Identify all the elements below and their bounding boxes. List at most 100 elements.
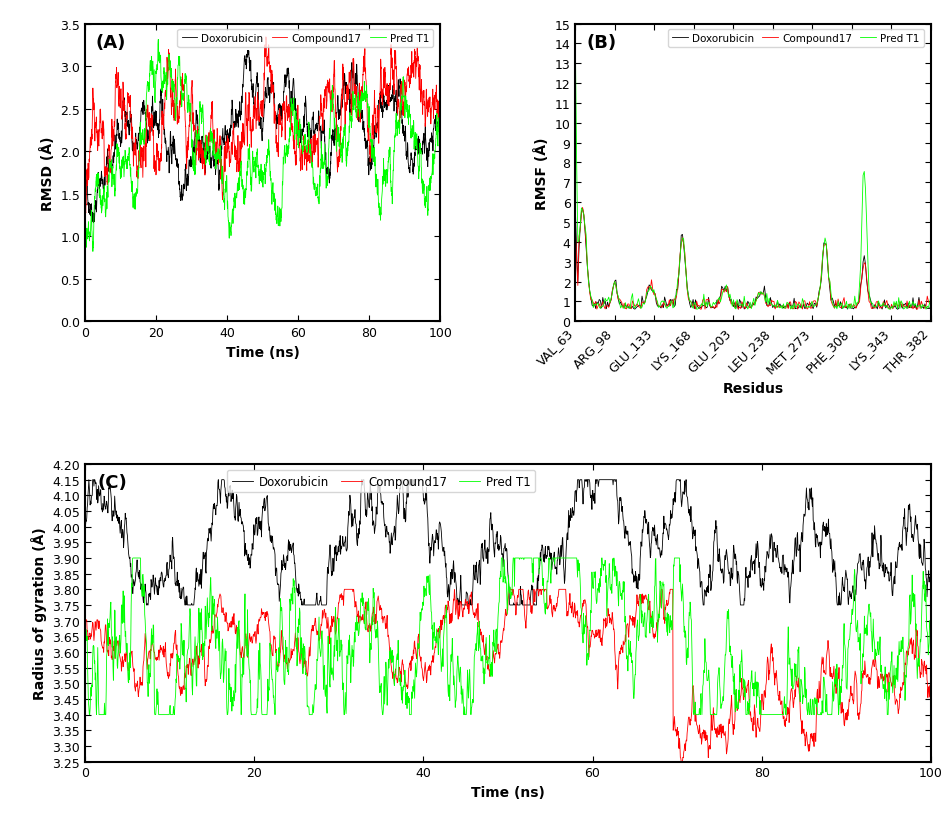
Pred T1 <box>787 299 799 309</box>
Pred T1 <box>84 710 95 720</box>
Compound17 <box>260 33 271 43</box>
Doxorubicin <box>891 305 902 314</box>
Doxorubicin <box>425 135 436 145</box>
Pred T1 <box>97 189 109 199</box>
Compound17 <box>491 645 502 654</box>
Pred T1 <box>123 678 134 688</box>
Pred T1 <box>781 298 792 308</box>
Text: (B): (B) <box>585 34 615 52</box>
Line: Compound17: Compound17 <box>85 590 930 762</box>
Pred T1 <box>434 113 446 123</box>
Doxorubicin <box>900 532 911 541</box>
Doxorubicin <box>79 206 91 216</box>
X-axis label: Time (ns): Time (ns) <box>226 345 299 360</box>
Doxorubicin <box>468 575 480 585</box>
Pred T1 <box>127 554 139 563</box>
Compound17 <box>359 66 370 76</box>
Compound17 <box>746 713 757 723</box>
Compound17 <box>787 305 799 314</box>
Y-axis label: Radius of gyration (Å): Radius of gyration (Å) <box>31 527 46 699</box>
Doxorubicin <box>869 302 881 312</box>
Line: Compound17: Compound17 <box>575 208 930 310</box>
Compound17 <box>675 757 686 767</box>
Doxorubicin <box>83 475 94 485</box>
Doxorubicin <box>123 550 134 559</box>
Pred T1 <box>424 178 435 188</box>
Doxorubicin <box>434 103 446 113</box>
Doxorubicin <box>79 516 91 526</box>
Line: Doxorubicin: Doxorubicin <box>85 52 440 224</box>
X-axis label: Residus: Residus <box>722 381 783 396</box>
Doxorubicin <box>141 600 152 610</box>
Doxorubicin <box>924 569 936 579</box>
Compound17 <box>338 585 349 595</box>
Compound17 <box>123 666 134 676</box>
Compound17 <box>252 96 263 106</box>
Compound17 <box>781 299 792 309</box>
Compound17 <box>924 301 936 310</box>
Doxorubicin <box>893 299 904 309</box>
Line: Pred T1: Pred T1 <box>575 54 930 310</box>
Pred T1 <box>892 293 903 303</box>
Compound17 <box>570 257 582 267</box>
Doxorubicin <box>252 84 263 93</box>
Doxorubicin <box>243 47 254 57</box>
Compound17 <box>782 305 793 314</box>
Compound17 <box>79 626 91 636</box>
Doxorubicin <box>782 304 793 314</box>
Doxorubicin <box>570 247 582 257</box>
Compound17 <box>434 112 446 122</box>
Line: Compound17: Compound17 <box>85 38 440 214</box>
Y-axis label: RMSF (Å): RMSF (Å) <box>533 137 548 210</box>
Pred T1 <box>690 305 701 314</box>
Compound17 <box>576 203 587 213</box>
Doxorubicin <box>901 523 912 533</box>
Pred T1 <box>87 247 98 257</box>
Compound17 <box>569 228 581 238</box>
Compound17 <box>900 646 911 656</box>
Text: (C): (C) <box>97 473 127 491</box>
Y-axis label: RMSD (Å): RMSD (Å) <box>40 136 55 210</box>
Compound17 <box>425 105 436 115</box>
Doxorubicin <box>424 137 435 147</box>
Legend: Doxorubicin, Compound17, Pred T1: Doxorubicin, Compound17, Pred T1 <box>177 29 433 48</box>
Compound17 <box>791 305 802 314</box>
Compound17 <box>80 209 92 219</box>
Pred T1 <box>243 150 254 160</box>
Pred T1 <box>746 666 757 676</box>
Pred T1 <box>924 624 936 634</box>
Pred T1 <box>924 292 936 302</box>
Compound17 <box>424 109 435 119</box>
Doxorubicin <box>924 301 936 310</box>
Pred T1 <box>491 639 502 649</box>
Pred T1 <box>570 158 582 168</box>
Pred T1 <box>359 93 370 102</box>
Text: (A): (A) <box>95 34 126 52</box>
Doxorubicin <box>746 562 757 572</box>
Doxorubicin <box>781 300 792 310</box>
X-axis label: Time (ns): Time (ns) <box>470 785 545 799</box>
Line: Doxorubicin: Doxorubicin <box>575 210 930 310</box>
Pred T1 <box>252 161 263 171</box>
Doxorubicin <box>569 208 581 218</box>
Doxorubicin <box>576 205 587 215</box>
Doxorubicin <box>491 527 502 536</box>
Line: Pred T1: Pred T1 <box>85 559 930 715</box>
Pred T1 <box>468 649 480 659</box>
Doxorubicin <box>88 219 99 229</box>
Doxorubicin <box>359 134 370 144</box>
Compound17 <box>901 647 912 657</box>
Pred T1 <box>153 35 164 45</box>
Doxorubicin <box>787 294 799 304</box>
Pred T1 <box>425 172 436 182</box>
Pred T1 <box>869 303 881 313</box>
Doxorubicin <box>97 185 109 195</box>
Legend: Doxorubicin, Compound17, Pred T1: Doxorubicin, Compound17, Pred T1 <box>667 29 922 48</box>
Line: Doxorubicin: Doxorubicin <box>85 480 930 605</box>
Compound17 <box>79 206 91 216</box>
Compound17 <box>924 683 936 693</box>
Compound17 <box>870 297 882 307</box>
Compound17 <box>893 297 904 307</box>
Pred T1 <box>79 626 91 636</box>
Pred T1 <box>901 659 912 669</box>
